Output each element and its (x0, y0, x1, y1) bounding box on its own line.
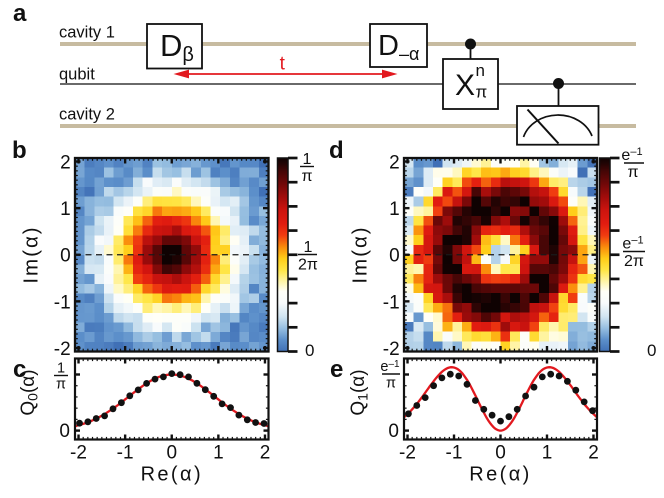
svg-text:a: a (13, 0, 27, 27)
svg-text:-1: -1 (117, 443, 134, 464)
svg-text:b: b (12, 137, 27, 164)
svg-text:c: c (13, 356, 26, 383)
svg-text:e: e (330, 356, 343, 383)
svg-text:2: 2 (60, 152, 71, 173)
svg-text:π: π (56, 377, 66, 393)
svg-text:Re(α): Re(α) (141, 464, 203, 486)
svg-text:0: 0 (167, 443, 178, 464)
svg-text:cavity 1: cavity 1 (59, 24, 115, 42)
svg-text:-2: -2 (399, 443, 416, 464)
svg-text:0: 0 (388, 421, 399, 442)
svg-text:1: 1 (542, 443, 553, 464)
svg-text:1: 1 (303, 151, 312, 168)
svg-text:Q1(α): Q1(α) (348, 369, 371, 415)
svg-text:-1: -1 (383, 292, 400, 313)
svg-text:2π: 2π (298, 257, 318, 274)
svg-text:d: d (329, 137, 344, 164)
svg-text:Q0(α): Q0(α) (18, 369, 41, 415)
svg-text:0: 0 (495, 443, 506, 464)
svg-text:n: n (476, 61, 485, 80)
svg-text:X: X (455, 69, 475, 102)
svg-text:π: π (301, 168, 312, 185)
svg-text:cavity 2: cavity 2 (59, 106, 115, 124)
svg-text:Im(α): Im(α) (349, 225, 372, 283)
svg-text:0: 0 (647, 341, 656, 360)
svg-text:0: 0 (59, 421, 70, 442)
svg-text:t: t (280, 54, 286, 75)
svg-text:2: 2 (260, 443, 271, 464)
svg-text:1: 1 (60, 199, 71, 220)
svg-text:Im(α): Im(α) (20, 225, 43, 283)
svg-text:2: 2 (588, 443, 599, 464)
svg-text:1: 1 (304, 239, 313, 256)
svg-text:1: 1 (57, 361, 65, 377)
svg-text:0: 0 (305, 341, 314, 360)
svg-text:π: π (627, 164, 638, 181)
svg-text:-2: -2 (70, 443, 87, 464)
svg-text:-1: -1 (54, 292, 71, 313)
svg-text:2π: 2π (624, 253, 644, 270)
svg-text:2: 2 (389, 152, 400, 173)
svg-text:Re(α): Re(α) (469, 464, 531, 486)
svg-text:-2: -2 (383, 339, 400, 360)
svg-text:π: π (386, 376, 396, 392)
svg-text:1: 1 (213, 443, 224, 464)
svg-text:0: 0 (60, 246, 71, 267)
svg-text:qubit: qubit (59, 66, 95, 84)
svg-text:0: 0 (389, 246, 400, 267)
svg-text:1: 1 (389, 199, 400, 220)
svg-text:π: π (476, 83, 488, 102)
svg-text:-2: -2 (54, 339, 71, 360)
svg-text:-1: -1 (446, 443, 463, 464)
